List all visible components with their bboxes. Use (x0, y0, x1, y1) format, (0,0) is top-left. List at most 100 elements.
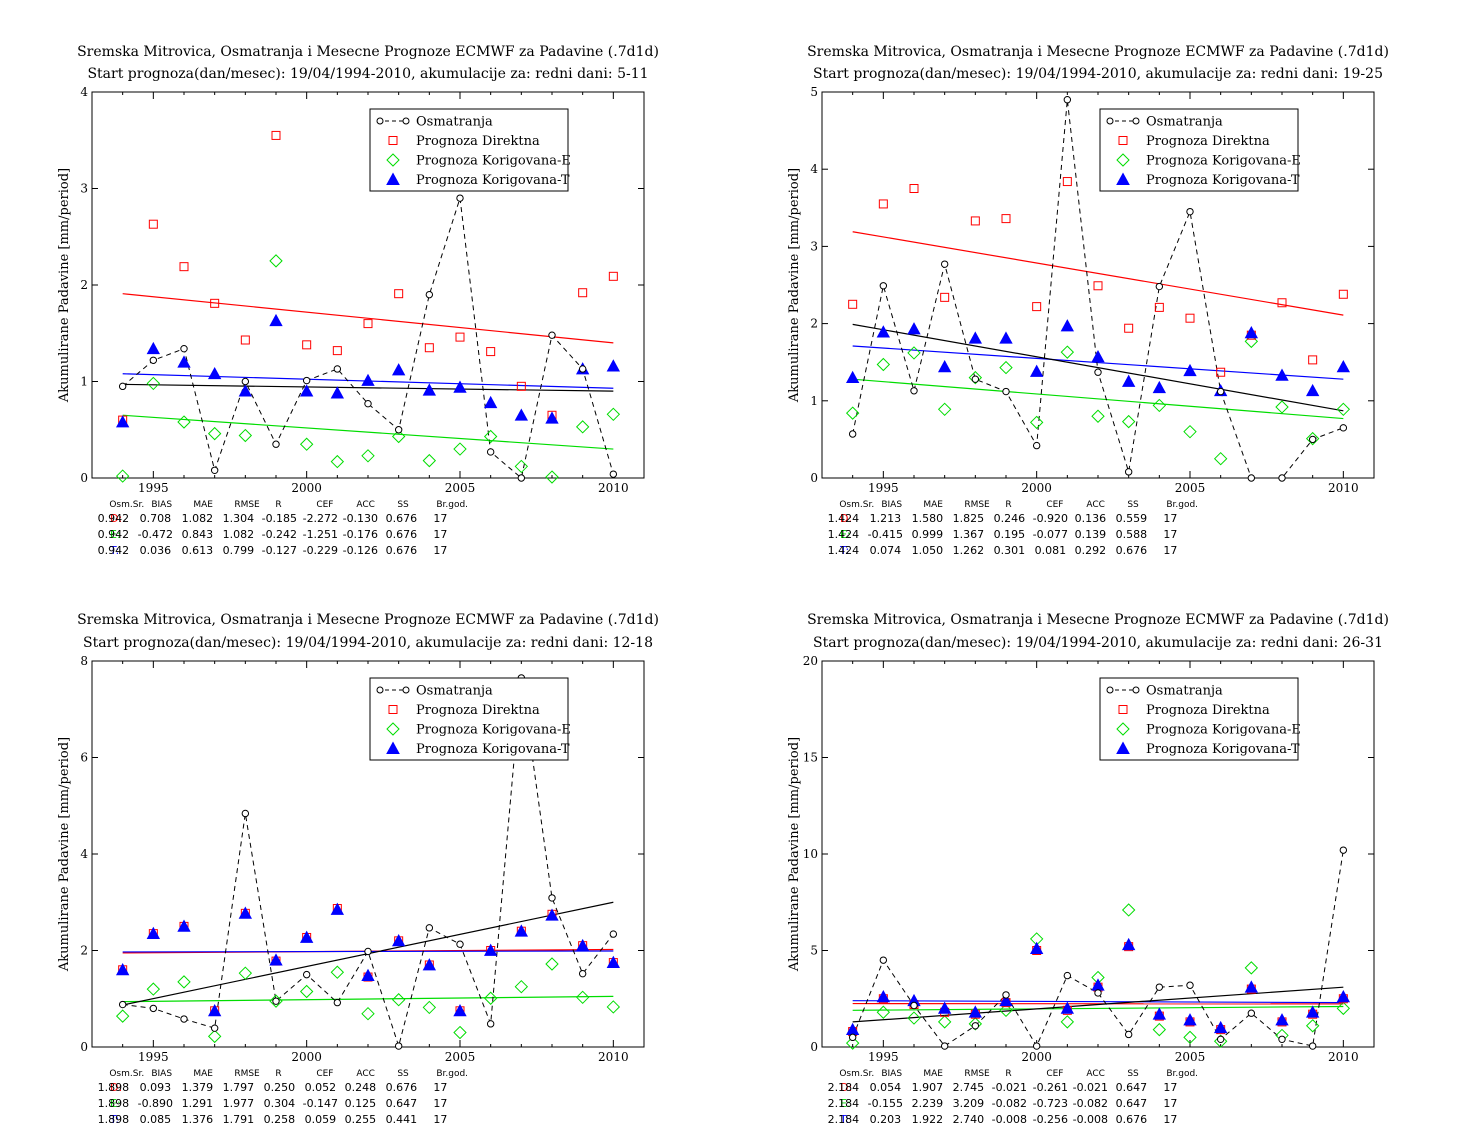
x-tick-label: 2000 (1021, 1050, 1052, 1064)
stats-value: 17 (1163, 1081, 1177, 1094)
stats-header: Br.god. (436, 1069, 468, 1079)
point-korigovana-t (1305, 383, 1320, 397)
stats-value: 17 (433, 1113, 447, 1126)
trend-line-korigovana-e (852, 378, 1344, 420)
stats-header: Br.god. (436, 500, 468, 510)
x-tick-label: 2000 (291, 481, 322, 495)
stats-row-label: T: (109, 544, 119, 557)
point-osmatranja (118, 382, 127, 391)
stats-header: MAE (923, 500, 943, 510)
stats-header: BIAS (151, 500, 172, 510)
point-direktna (302, 340, 312, 350)
stats-value: 1.791 (223, 1113, 255, 1126)
point-osmatranja (609, 470, 618, 478)
point-osmatranja (548, 894, 556, 902)
legend-label-direktna: Prognoza Direktna (1146, 703, 1270, 718)
legend-marker-osmatranja (1106, 686, 1114, 694)
stats-value: -0.229 (303, 544, 338, 557)
stats-header: BIAS (881, 500, 902, 510)
point-korigovana-e (483, 429, 498, 444)
point-korigovana-e (907, 1011, 921, 1025)
legend-marker-osmatranja (1132, 117, 1140, 125)
point-direktna (608, 271, 618, 281)
legend-marker-osmatranja (376, 686, 384, 694)
point-osmatranja (486, 1020, 495, 1028)
stats-row-label: D: (840, 512, 852, 525)
point-korigovana-e (1275, 400, 1289, 414)
stats-value: 0.246 (994, 512, 1026, 525)
stats-header: ACC (356, 500, 375, 510)
stats-header: Osm.Sr. (109, 1069, 144, 1079)
point-osmatranja (910, 387, 918, 395)
point-osmatranja (1278, 474, 1286, 482)
point-osmatranja (940, 260, 949, 268)
stats-value: 0.125 (345, 1097, 377, 1110)
point-korigovana-e (269, 994, 283, 1008)
y-axis-label: Akumulirane Padavine [mm/period] (787, 737, 802, 972)
point-korigovana-t (453, 380, 467, 393)
point-korigovana-e (968, 370, 983, 385)
point-osmatranja (1155, 983, 1164, 991)
stats-value: 1.424 (828, 528, 860, 541)
x-tick-label: 2005 (445, 1050, 476, 1064)
stats-value: -0.077 (1033, 528, 1068, 541)
stats-value: 0.676 (386, 512, 418, 525)
stats-value: -0.021 (1073, 1081, 1108, 1094)
point-osmatranja (241, 809, 250, 818)
legend-label-osmatranja: Osmatranja (416, 115, 493, 130)
point-korigovana-t (1275, 368, 1289, 381)
stats-value: -0.920 (1033, 512, 1068, 525)
trend-line-osmatranja (852, 986, 1344, 1023)
point-direktna (486, 347, 496, 357)
x-tick-label: 2010 (598, 1050, 629, 1064)
point-korigovana-t (361, 373, 375, 386)
point-korigovana-t (545, 908, 559, 921)
point-korigovana-t (1121, 374, 1136, 387)
stats-header: RMSE (234, 1069, 260, 1079)
chart-title: Sremska Mitrovica, Osmatranja i Mesecne … (77, 44, 659, 60)
point-korigovana-t (391, 934, 406, 947)
point-osmatranja (1002, 991, 1010, 999)
trend-line-direct (852, 231, 1344, 316)
stats-value: 1.424 (828, 512, 860, 525)
stats-value: 0.292 (1075, 544, 1107, 557)
point-korigovana-e (575, 990, 590, 1005)
series-line-osmatranja (852, 850, 1344, 1048)
stats-value: 0.085 (140, 1113, 172, 1126)
legend-label-korigovana-t: Prognoza Korigovana-T (1146, 742, 1300, 757)
point-osmatranja (1247, 474, 1256, 482)
legend: Osmatranja Prognoza Direktna Prognoza Kori… (369, 677, 571, 761)
point-korigovana-e (968, 1017, 983, 1031)
point-osmatranja (940, 1042, 949, 1050)
point-korigovana-e (453, 1025, 467, 1040)
point-korigovana-t (422, 958, 437, 971)
point-direktna (394, 289, 404, 299)
point-korigovana-e (177, 975, 191, 989)
point-direktna (909, 184, 919, 193)
stats-header: Osm.Sr. (839, 500, 874, 510)
stats-value: -0.472 (138, 528, 173, 541)
point-korigovana-e (1060, 1015, 1075, 1029)
point-korigovana-t (146, 926, 161, 940)
stats-value: 2.184 (828, 1113, 860, 1126)
point-korigovana-e (514, 459, 529, 474)
stats-value: 0.942 (98, 512, 130, 525)
stats-value: 0.588 (1116, 528, 1148, 541)
stats-value: 0.203 (870, 1113, 902, 1126)
point-korigovana-t (545, 411, 559, 424)
point-osmatranja (971, 1022, 980, 1030)
stats-value: 0.036 (140, 544, 172, 557)
y-tick-label: 2 (80, 278, 88, 292)
stats-header: MAE (923, 1069, 943, 1079)
point-osmatranja (1308, 435, 1317, 444)
point-korigovana-t (1244, 326, 1259, 339)
y-tick-label: 5 (810, 944, 818, 958)
point-korigovana-t (330, 386, 345, 399)
point-korigovana-t (422, 383, 437, 396)
legend-marker-korigovana-e (386, 153, 400, 167)
point-direktna (848, 299, 858, 309)
stats-value: -0.261 (1033, 1081, 1068, 1094)
point-osmatranja (1155, 282, 1164, 291)
point-osmatranja (1124, 468, 1133, 476)
point-korigovana-t (483, 943, 498, 956)
